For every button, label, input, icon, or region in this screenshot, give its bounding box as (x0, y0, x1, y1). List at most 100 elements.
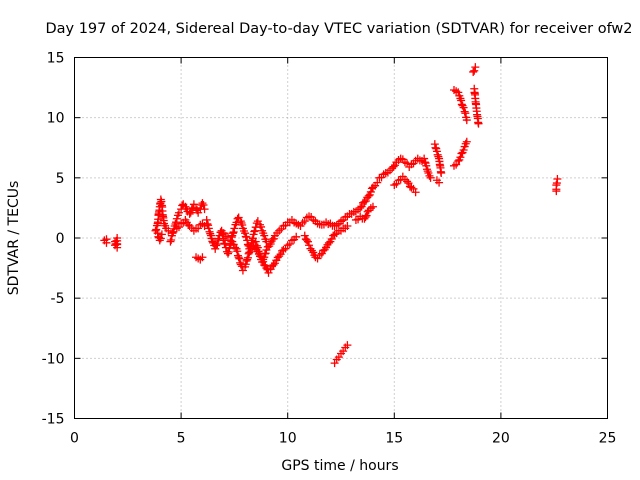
data-point (434, 152, 443, 161)
data-point (253, 243, 262, 252)
data-point (292, 232, 301, 241)
data-point (236, 217, 245, 226)
data-point (198, 199, 207, 208)
data-point (275, 252, 284, 261)
data-point (237, 219, 246, 228)
data-point (276, 250, 285, 259)
data-point (236, 258, 245, 267)
data-point (307, 246, 316, 255)
data-point (172, 214, 181, 223)
data-point (232, 218, 241, 227)
data-point (456, 153, 465, 162)
data-point (205, 227, 214, 236)
data-point (462, 116, 471, 125)
data-point (250, 227, 259, 236)
data-point (390, 181, 399, 190)
data-point (202, 215, 211, 224)
data-point (243, 255, 252, 264)
axis-ticks (74, 57, 608, 419)
data-point (389, 162, 398, 171)
data-point (246, 247, 255, 256)
data-point (212, 241, 221, 250)
data-point (433, 150, 442, 159)
data-point (230, 224, 239, 233)
y-tick-label: -5 (51, 291, 65, 307)
data-point (204, 224, 213, 233)
data-point (471, 63, 480, 72)
data-point (462, 137, 471, 146)
data-point (206, 229, 215, 238)
data-point (457, 96, 466, 105)
data-point (458, 101, 467, 110)
data-point (194, 254, 203, 263)
y-tick-label: 10 (47, 111, 65, 127)
data-point (224, 249, 233, 258)
data-point (343, 221, 352, 230)
data-point (330, 359, 339, 368)
chart-title: Day 197 of 2024, Sidereal Day-to-day VTE… (45, 21, 632, 37)
data-point (305, 241, 314, 250)
data-point (362, 211, 371, 220)
data-point (285, 240, 294, 249)
data-point (454, 88, 463, 97)
data-point (394, 176, 403, 185)
data-point (213, 240, 222, 249)
x-tick-label: 25 (599, 431, 617, 447)
x-tick-label: 10 (279, 431, 297, 447)
data-point (470, 66, 479, 75)
data-point (361, 213, 370, 222)
plot-frame (74, 57, 608, 419)
data-point (300, 231, 309, 240)
data-point (403, 177, 412, 186)
data-point (392, 179, 401, 188)
data-point (368, 202, 377, 211)
data-point (228, 229, 237, 238)
x-tick-label: 15 (385, 431, 403, 447)
data-point (245, 248, 254, 257)
data-point (360, 197, 369, 206)
x-axis-label: GPS time / hours (281, 458, 398, 474)
data-point (243, 253, 252, 262)
data-point (431, 143, 440, 152)
data-point (305, 212, 314, 221)
y-axis-label: SDTVAR / TECUs (6, 181, 22, 296)
data-point (422, 161, 431, 170)
data-point (186, 208, 195, 217)
data-point (432, 147, 441, 156)
data-point (166, 237, 175, 246)
data-point (474, 119, 483, 128)
data-point (168, 229, 177, 238)
data-point (361, 197, 370, 206)
data-point (260, 231, 269, 240)
data-point (152, 225, 161, 234)
data-point (368, 183, 377, 192)
data-point (199, 201, 208, 210)
data-point (300, 217, 309, 226)
data-point (343, 341, 352, 350)
data-point (238, 220, 247, 229)
data-point (449, 161, 458, 170)
x-tick-label: 20 (492, 431, 510, 447)
data-point (357, 202, 366, 211)
data-point (437, 169, 446, 178)
data-point (404, 179, 413, 188)
data-point (420, 154, 429, 163)
data-point (459, 145, 468, 154)
data-point (260, 253, 269, 262)
data-point (251, 237, 260, 246)
data-point (200, 205, 209, 214)
y-tick-label: 5 (56, 171, 65, 187)
data-point (460, 107, 469, 116)
grid-layer (74, 57, 608, 419)
data-point (252, 241, 261, 250)
data-point (459, 103, 468, 112)
data-point (251, 226, 260, 235)
data-point (457, 149, 466, 158)
data-point (461, 109, 470, 118)
data-point (423, 167, 432, 176)
data-point (396, 154, 405, 163)
data-point (155, 236, 164, 245)
data-point (553, 175, 562, 184)
data-point (229, 227, 238, 236)
